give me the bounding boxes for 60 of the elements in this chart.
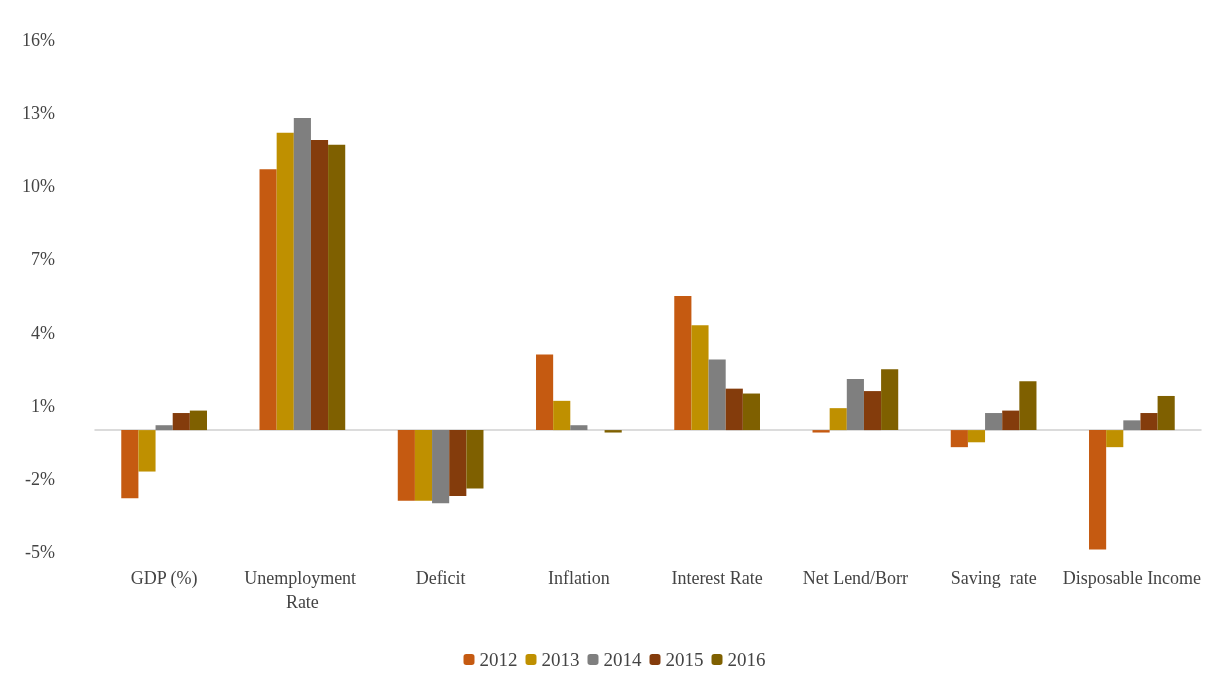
bar (863, 391, 882, 431)
bar (881, 369, 899, 431)
x-tick-label: GDP (%) (130, 568, 198, 589)
bar (155, 425, 173, 431)
bar (1106, 430, 1124, 448)
bar (708, 359, 726, 431)
bar (1140, 413, 1158, 431)
legend-label: 2012 (479, 649, 518, 670)
x-tick-label: Saving rate (950, 568, 1037, 588)
y-tick-label: 1% (31, 395, 55, 416)
y-tick-label: 7% (31, 249, 55, 270)
bar (138, 430, 156, 472)
y-tick-label: 10% (22, 176, 55, 197)
bar (985, 413, 1003, 431)
x-tick-label: Unemployment Rate (244, 568, 361, 612)
bar (466, 430, 484, 489)
bar (328, 144, 346, 431)
legend-label: 2015 (665, 649, 704, 670)
bar (293, 118, 311, 431)
x-tick-label: Inflation (547, 568, 610, 588)
bar (397, 430, 415, 501)
y-tick-label: -5% (25, 542, 55, 562)
bar (691, 325, 709, 431)
bar (725, 388, 743, 431)
y-tick-label: -2% (25, 468, 55, 489)
bar (259, 169, 277, 431)
bar (1002, 410, 1020, 431)
bar (967, 430, 986, 443)
bar (570, 425, 588, 431)
bar (449, 430, 467, 496)
y-tick-label: 4% (31, 322, 55, 343)
x-tick-label: Disposable Income (1062, 568, 1202, 588)
bar (812, 430, 830, 433)
bar (846, 378, 864, 431)
legend-label: 2014 (603, 649, 642, 670)
bar (553, 400, 571, 431)
bar (121, 430, 139, 499)
bar (189, 410, 207, 431)
bar (1019, 381, 1037, 431)
bar (674, 296, 692, 431)
legend-label: 2016 (727, 649, 766, 670)
bar (829, 408, 847, 431)
bar (310, 139, 329, 431)
bar (604, 430, 622, 433)
bar (432, 430, 450, 504)
bar (742, 393, 760, 431)
bar (276, 132, 294, 431)
bar (172, 413, 190, 431)
bar (414, 430, 433, 501)
bar (950, 430, 968, 448)
bar (1123, 420, 1141, 431)
bar (536, 354, 554, 431)
x-tick-label: Net Lend/Borr (802, 568, 909, 588)
legend-label: 2013 (541, 649, 580, 670)
y-tick-label: 16% (22, 30, 55, 50)
x-tick-label: Interest Rate (671, 568, 763, 588)
x-tick-label: Deficit (415, 568, 466, 588)
bar (1157, 395, 1175, 431)
y-tick-label: 13% (22, 103, 55, 124)
bar (1089, 430, 1107, 550)
